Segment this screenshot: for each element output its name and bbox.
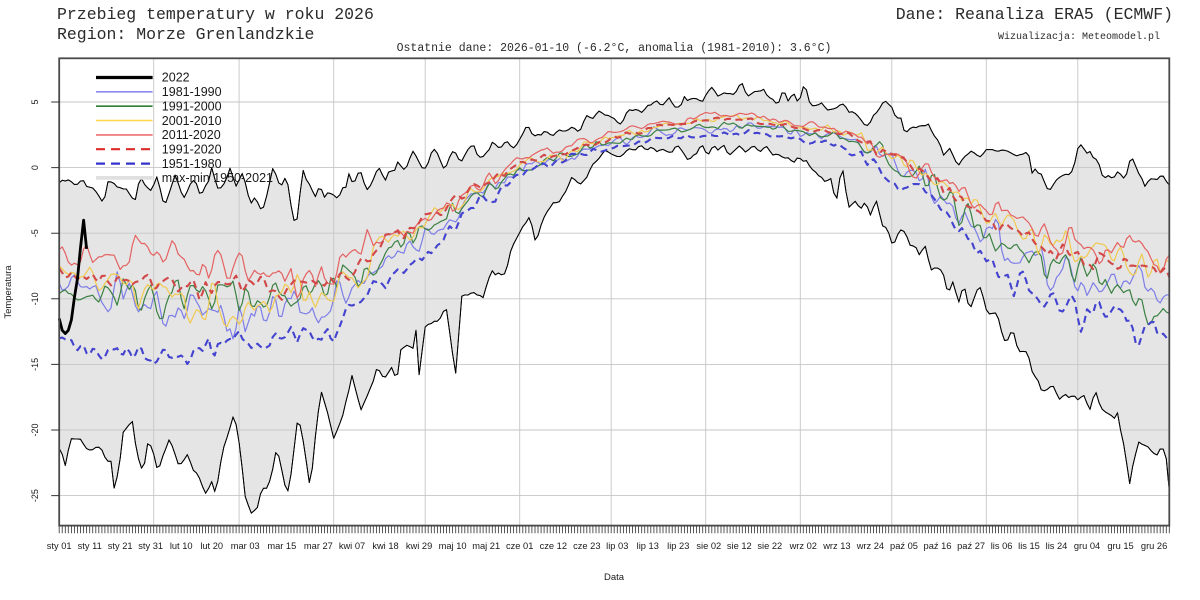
svg-text:wrz 13: wrz 13: [822, 541, 850, 551]
svg-text:1991-2020: 1991-2020: [162, 142, 222, 156]
svg-text:lis 06: lis 06: [991, 541, 1013, 551]
svg-text:Region: Morze Grenlandzkie: Region: Morze Grenlandzkie: [57, 25, 314, 44]
svg-text:2022: 2022: [162, 71, 190, 85]
svg-text:kwi 18: kwi 18: [372, 541, 398, 551]
svg-text:paź 16: paź 16: [924, 541, 952, 551]
svg-text:lut 10: lut 10: [170, 541, 193, 551]
svg-text:Ostatnie dane: 2026-01-10 (-6.: Ostatnie dane: 2026-01-10 (-6.2°C, anoma…: [397, 42, 832, 55]
svg-text:1951-1980: 1951-1980: [162, 157, 222, 171]
svg-text:-25: -25: [30, 489, 40, 502]
svg-text:gru 26: gru 26: [1141, 541, 1167, 551]
svg-text:sty 21: sty 21: [108, 541, 133, 551]
svg-text:1991-2000: 1991-2000: [162, 99, 222, 113]
svg-text:sie 12: sie 12: [727, 541, 752, 551]
svg-text:lis 15: lis 15: [1018, 541, 1040, 551]
svg-text:2001-2010: 2001-2010: [162, 114, 222, 128]
svg-text:0: 0: [30, 165, 40, 170]
svg-text:cze 01: cze 01: [506, 541, 533, 551]
svg-text:gru 15: gru 15: [1107, 541, 1133, 551]
svg-text:cze 23: cze 23: [573, 541, 600, 551]
svg-text:sie 22: sie 22: [757, 541, 782, 551]
svg-text:Dane: Reanaliza ERA5 (ECMWF): Dane: Reanaliza ERA5 (ECMWF): [896, 5, 1173, 24]
svg-text:wrz 02: wrz 02: [789, 541, 817, 551]
svg-text:paź 27: paź 27: [957, 541, 985, 551]
svg-text:lut 20: lut 20: [200, 541, 223, 551]
svg-text:paź 05: paź 05: [890, 541, 918, 551]
svg-text:maj 10: maj 10: [439, 541, 467, 551]
svg-text:Przebieg temperatury w roku 20: Przebieg temperatury w roku 2026: [57, 5, 374, 24]
svg-text:mar 27: mar 27: [304, 541, 333, 551]
svg-text:mar 03: mar 03: [231, 541, 260, 551]
svg-text:sty 31: sty 31: [138, 541, 163, 551]
svg-text:sie 02: sie 02: [696, 541, 721, 551]
svg-text:sty 01: sty 01: [47, 541, 72, 551]
svg-text:Wizualizacja: Meteomodel.pl: Wizualizacja: Meteomodel.pl: [998, 31, 1160, 43]
svg-text:maj 21: maj 21: [472, 541, 500, 551]
svg-text:Temperatura: Temperatura: [3, 265, 14, 319]
svg-text:gru 04: gru 04: [1074, 541, 1100, 551]
svg-text:sty 11: sty 11: [78, 541, 102, 551]
svg-text:lip 13: lip 13: [637, 541, 659, 551]
svg-text:mar 15: mar 15: [267, 541, 296, 551]
svg-text:5: 5: [30, 99, 40, 104]
svg-text:wrz 24: wrz 24: [856, 541, 884, 551]
svg-text:1981-1990: 1981-1990: [162, 85, 222, 99]
svg-text:cze 12: cze 12: [540, 541, 567, 551]
svg-text:lip 23: lip 23: [667, 541, 689, 551]
svg-text:lip 03: lip 03: [606, 541, 628, 551]
svg-text:kwi 07: kwi 07: [339, 541, 365, 551]
svg-text:kwi 29: kwi 29: [406, 541, 432, 551]
svg-text:lis 24: lis 24: [1046, 541, 1068, 551]
svg-text:-15: -15: [30, 358, 40, 371]
svg-text:-10: -10: [30, 292, 40, 305]
svg-text:Data: Data: [604, 572, 625, 583]
svg-text:2011-2020: 2011-2020: [162, 128, 221, 142]
svg-text:-20: -20: [30, 423, 40, 436]
svg-text:max-min 1950-2021: max-min 1950-2021: [162, 171, 273, 185]
svg-text:-5: -5: [30, 229, 40, 237]
